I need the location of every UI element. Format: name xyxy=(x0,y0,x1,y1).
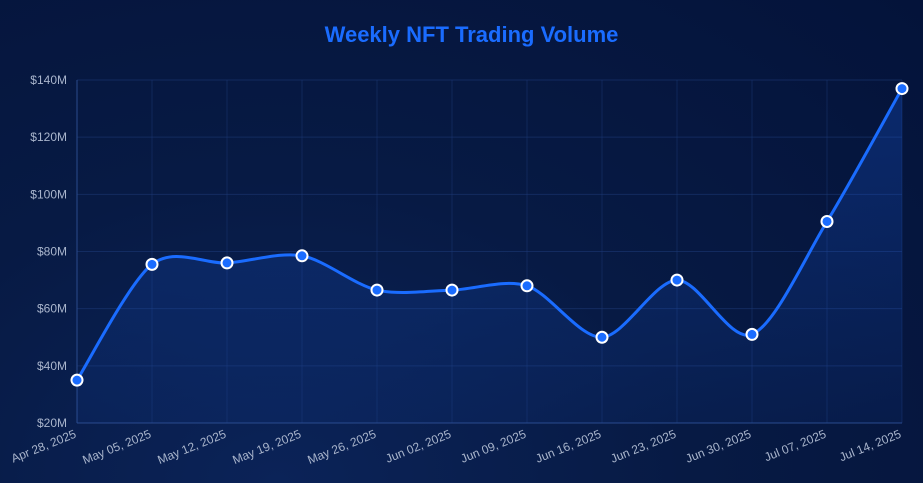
x-tick-label: May 26, 2025 xyxy=(305,427,378,467)
x-tick-label: Jun 16, 2025 xyxy=(534,427,604,466)
data-point[interactable] xyxy=(745,327,759,341)
x-tick-label: Jul 14, 2025 xyxy=(837,427,903,465)
data-point[interactable] xyxy=(370,283,384,297)
y-tick-labels: $20M $40M $60M $80M $100M $120M $140M xyxy=(30,73,67,430)
x-tick-label: Apr 28, 2025 xyxy=(9,427,78,466)
x-tick-label: Jul 07, 2025 xyxy=(762,427,828,465)
x-tick-labels: Apr 28, 2025 May 05, 2025 May 12, 2025 May … xyxy=(9,427,903,467)
data-point[interactable] xyxy=(145,257,159,271)
y-tick-label: $80M xyxy=(37,245,67,259)
x-tick-label: May 12, 2025 xyxy=(155,427,228,467)
data-point[interactable] xyxy=(670,273,684,287)
y-tick-label: $140M xyxy=(30,73,67,87)
y-tick-label: $20M xyxy=(37,416,67,430)
data-point[interactable] xyxy=(595,330,609,344)
data-point[interactable] xyxy=(445,283,459,297)
data-point[interactable] xyxy=(895,82,909,96)
x-tick-label: Jun 09, 2025 xyxy=(459,427,529,466)
area-fill xyxy=(77,88,902,423)
y-tick-label: $100M xyxy=(30,187,67,201)
data-point[interactable] xyxy=(220,256,234,270)
data-point[interactable] xyxy=(295,249,309,263)
y-tick-label: $60M xyxy=(37,302,67,316)
y-tick-label: $40M xyxy=(37,359,67,373)
x-tick-label: Jun 23, 2025 xyxy=(609,427,679,466)
x-tick-label: May 19, 2025 xyxy=(230,427,303,467)
series-area xyxy=(77,88,902,423)
y-tick-label: $120M xyxy=(30,130,67,144)
data-point[interactable] xyxy=(520,279,534,293)
x-tick-label: Jun 30, 2025 xyxy=(684,427,754,466)
x-tick-label: May 05, 2025 xyxy=(80,427,153,467)
x-tick-label: Jun 02, 2025 xyxy=(384,427,454,466)
data-point[interactable] xyxy=(70,373,84,387)
chart-title: Weekly NFT Trading Volume xyxy=(324,22,619,47)
data-point[interactable] xyxy=(820,214,834,228)
data-points xyxy=(70,82,909,387)
